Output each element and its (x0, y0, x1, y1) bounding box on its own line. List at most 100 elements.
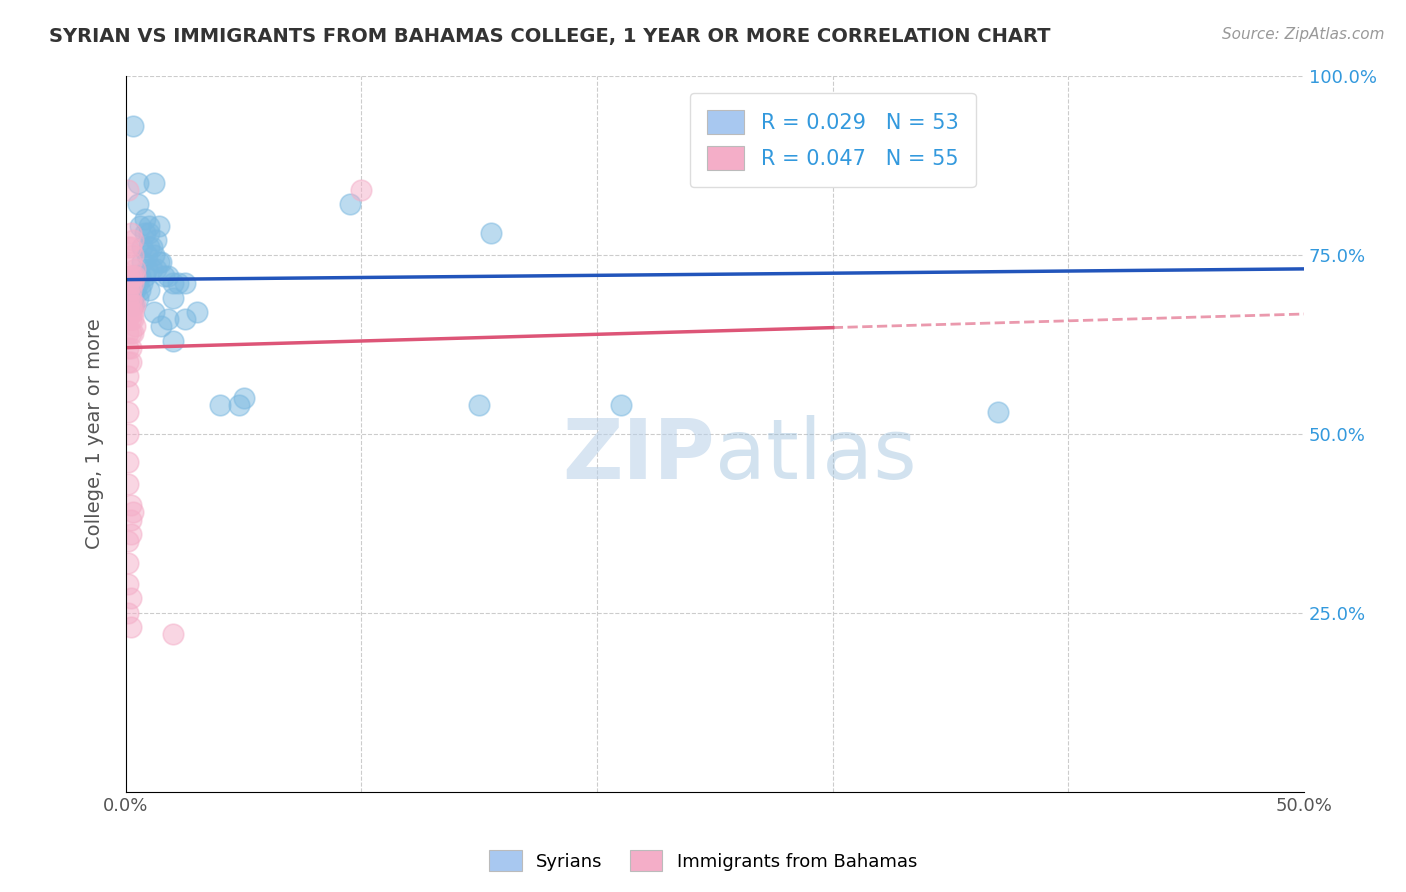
Point (120, 326, 142, 341)
Point (157, 268, 180, 283)
Point (134, 211, 156, 226)
Point (173, 312, 195, 326)
Point (117, 355, 139, 369)
Point (117, 455, 139, 469)
Point (120, 291, 142, 305)
Point (162, 277, 184, 291)
Point (127, 291, 149, 305)
Point (127, 176, 149, 190)
Point (122, 298, 145, 312)
Point (120, 498, 142, 512)
Point (162, 334, 184, 348)
Point (138, 219, 160, 233)
Point (609, 398, 631, 412)
Point (131, 277, 153, 291)
Point (479, 226, 502, 240)
Point (117, 476, 139, 491)
Point (166, 277, 188, 291)
Point (122, 119, 145, 133)
Point (350, 183, 373, 197)
Text: Source: ZipAtlas.com: Source: ZipAtlas.com (1222, 27, 1385, 42)
Text: ZIP: ZIP (562, 415, 716, 496)
Point (124, 261, 146, 276)
Point (117, 284, 139, 298)
Point (162, 291, 184, 305)
Point (141, 261, 163, 276)
Point (134, 268, 156, 283)
Point (136, 247, 159, 261)
Point (209, 398, 232, 412)
Point (145, 261, 167, 276)
Point (138, 240, 160, 254)
Point (150, 254, 173, 268)
Point (148, 254, 170, 268)
Point (120, 268, 142, 283)
Point (141, 240, 163, 254)
Point (120, 355, 142, 369)
Point (339, 197, 361, 211)
Point (124, 319, 146, 334)
Point (117, 291, 139, 305)
Point (120, 284, 142, 298)
Point (120, 512, 142, 526)
Point (117, 369, 139, 384)
Point (122, 305, 145, 319)
Point (120, 226, 142, 240)
Point (117, 426, 139, 441)
Point (117, 268, 139, 283)
Point (173, 277, 195, 291)
Point (129, 268, 152, 283)
Point (162, 627, 184, 641)
Point (134, 226, 156, 240)
Point (122, 505, 145, 519)
Point (129, 284, 152, 298)
Point (122, 298, 145, 312)
Point (127, 197, 149, 211)
Point (122, 233, 145, 247)
Point (117, 556, 139, 570)
Point (127, 277, 149, 291)
Point (124, 268, 146, 283)
Point (186, 305, 208, 319)
Point (117, 326, 139, 341)
Point (120, 620, 142, 634)
Point (117, 312, 139, 326)
Legend: Syrians, Immigrants from Bahamas: Syrians, Immigrants from Bahamas (482, 843, 924, 879)
Point (136, 261, 159, 276)
Point (117, 341, 139, 355)
Point (117, 384, 139, 398)
Point (117, 183, 139, 197)
Point (120, 254, 142, 268)
Point (120, 277, 142, 291)
Point (122, 247, 145, 261)
Point (228, 398, 250, 412)
Point (129, 219, 152, 233)
Legend: R = 0.029   N = 53, R = 0.047   N = 55: R = 0.029 N = 53, R = 0.047 N = 55 (690, 93, 976, 187)
Point (124, 284, 146, 298)
Point (143, 176, 166, 190)
Point (148, 219, 170, 233)
Point (987, 405, 1010, 419)
Point (157, 312, 180, 326)
Point (120, 298, 142, 312)
Point (120, 591, 142, 606)
Text: SYRIAN VS IMMIGRANTS FROM BAHAMAS COLLEGE, 1 YEAR OR MORE CORRELATION CHART: SYRIAN VS IMMIGRANTS FROM BAHAMAS COLLEG… (49, 27, 1050, 45)
Point (122, 312, 145, 326)
Point (131, 240, 153, 254)
Point (117, 606, 139, 620)
Point (120, 527, 142, 541)
Point (138, 226, 160, 240)
Point (120, 305, 142, 319)
Point (117, 305, 139, 319)
Point (150, 319, 173, 334)
Point (120, 240, 142, 254)
Point (138, 284, 160, 298)
Point (122, 291, 145, 305)
Text: atlas: atlas (716, 415, 917, 496)
Point (468, 398, 491, 412)
Point (122, 326, 145, 341)
Point (124, 298, 146, 312)
Point (145, 233, 167, 247)
Point (120, 312, 142, 326)
Point (122, 277, 145, 291)
